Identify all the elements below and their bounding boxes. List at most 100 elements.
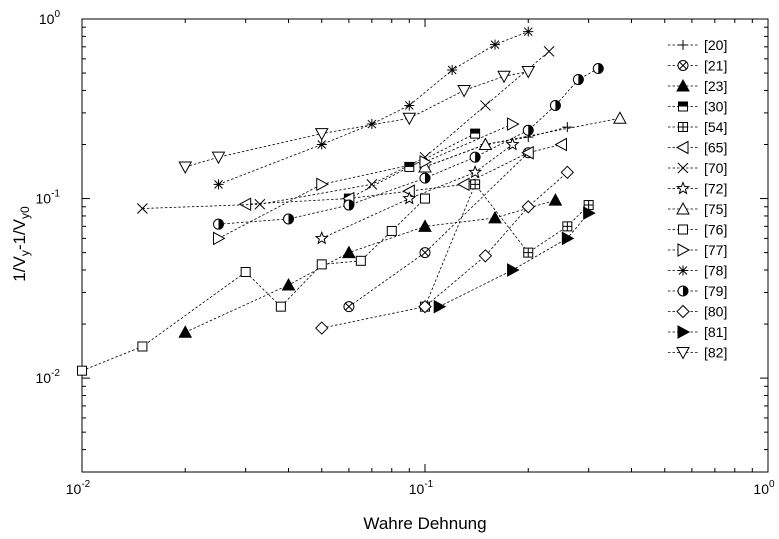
series-line: [424, 183, 589, 307]
series-line: [142, 51, 550, 209]
series-line: [321, 144, 513, 239]
legend-label: [80]: [704, 304, 727, 320]
data-point: [386, 225, 397, 236]
legend-item: [23]: [668, 78, 727, 94]
legend-item: [75]: [668, 201, 727, 217]
legend-marker: [676, 304, 690, 319]
data-point: [470, 128, 481, 139]
data-point: [457, 177, 470, 192]
series-triangle-up: [418, 111, 627, 173]
legend-marker: [678, 101, 688, 112]
legend-label: [75]: [704, 201, 727, 217]
data-point: [523, 247, 534, 258]
legend-item: [77]: [668, 242, 727, 258]
data-point: [480, 100, 491, 111]
data-point: [522, 124, 534, 136]
legend-item: [70]: [668, 160, 727, 176]
legend-marker: [678, 265, 688, 276]
legend-marker: [677, 60, 689, 71]
series-diamond: [315, 165, 575, 335]
legend-marker: [678, 122, 688, 132]
legend-item: [72]: [668, 181, 727, 197]
data-point: [418, 219, 432, 232]
data-point: [314, 128, 329, 141]
series-triangle-left: [238, 137, 567, 212]
legend-item: [82]: [668, 345, 727, 361]
data-point: [478, 249, 493, 263]
series-square-plus: [420, 179, 594, 312]
y-tick-label: 10-2: [36, 368, 61, 386]
data-point: [211, 151, 226, 165]
legend-item: [81]: [668, 324, 727, 340]
legend-marker: [675, 181, 691, 195]
x-tick-label: 100: [753, 479, 775, 497]
legend-marker: [678, 40, 688, 50]
data-point: [478, 137, 493, 151]
data-point: [418, 299, 432, 314]
data-point: [469, 151, 481, 163]
data-point: [549, 99, 561, 111]
x-axis-label: Wahre Dehnung: [363, 514, 486, 533]
series-plus: [420, 122, 573, 172]
data-point: [281, 277, 296, 291]
data-point: [562, 221, 573, 232]
legend-marker: [676, 78, 690, 92]
data-point: [613, 111, 627, 124]
data-point: [238, 197, 252, 212]
legend-item: [78]: [668, 263, 727, 279]
series-line: [218, 31, 529, 185]
data-point: [137, 341, 148, 352]
legend-item: [76]: [668, 222, 727, 238]
data-point: [433, 299, 447, 314]
axis-ticks: 10-2 10-1 100 10-2 10-1 100: [36, 9, 775, 497]
data-point: [316, 177, 329, 192]
legend-marker: [678, 224, 688, 235]
legend-label: [72]: [704, 181, 727, 197]
series-circle-half: [212, 63, 604, 230]
legend-label: [78]: [704, 263, 727, 279]
series-triangle-right: [212, 117, 520, 246]
data-point: [178, 161, 193, 174]
series-asterisk: [213, 26, 534, 190]
data-point: [314, 231, 329, 245]
data-point: [343, 301, 355, 313]
data-point: [404, 100, 415, 111]
series-layer: [77, 26, 627, 376]
series-line: [185, 199, 556, 333]
data-point: [402, 112, 417, 126]
legend-marker: [675, 140, 689, 155]
data-point: [283, 213, 295, 225]
legend-marker: [676, 201, 690, 215]
legend-label: [82]: [704, 345, 727, 361]
data-point: [404, 161, 415, 172]
data-point: [490, 39, 501, 50]
legend-marker: [677, 243, 691, 257]
series-line: [81, 198, 426, 372]
y-axis-label: 1/Vy-1/Vy0: [10, 206, 32, 282]
series-line: [424, 117, 620, 168]
legend-marker: [677, 325, 691, 339]
data-point: [468, 164, 483, 179]
data-point: [521, 145, 534, 160]
legend-item: [80]: [668, 304, 727, 320]
series-triangle-filled: [178, 193, 563, 338]
data-point: [505, 137, 520, 151]
legend-label: [21]: [704, 58, 727, 74]
data-point: [488, 210, 502, 224]
data-point: [447, 64, 458, 75]
data-point: [240, 266, 251, 277]
data-point: [554, 137, 567, 152]
data-point: [543, 46, 555, 57]
data-point: [561, 231, 575, 246]
data-point: [178, 325, 193, 338]
series-star: [314, 137, 520, 245]
series-triangle-right-filled: [433, 206, 596, 314]
legend-label: [77]: [704, 242, 727, 258]
legend-item: [79]: [668, 283, 727, 299]
data-point: [470, 179, 481, 190]
data-point: [497, 70, 511, 84]
series-line: [439, 212, 589, 308]
data-point: [521, 200, 535, 214]
data-point: [366, 119, 377, 130]
data-point: [212, 218, 224, 230]
